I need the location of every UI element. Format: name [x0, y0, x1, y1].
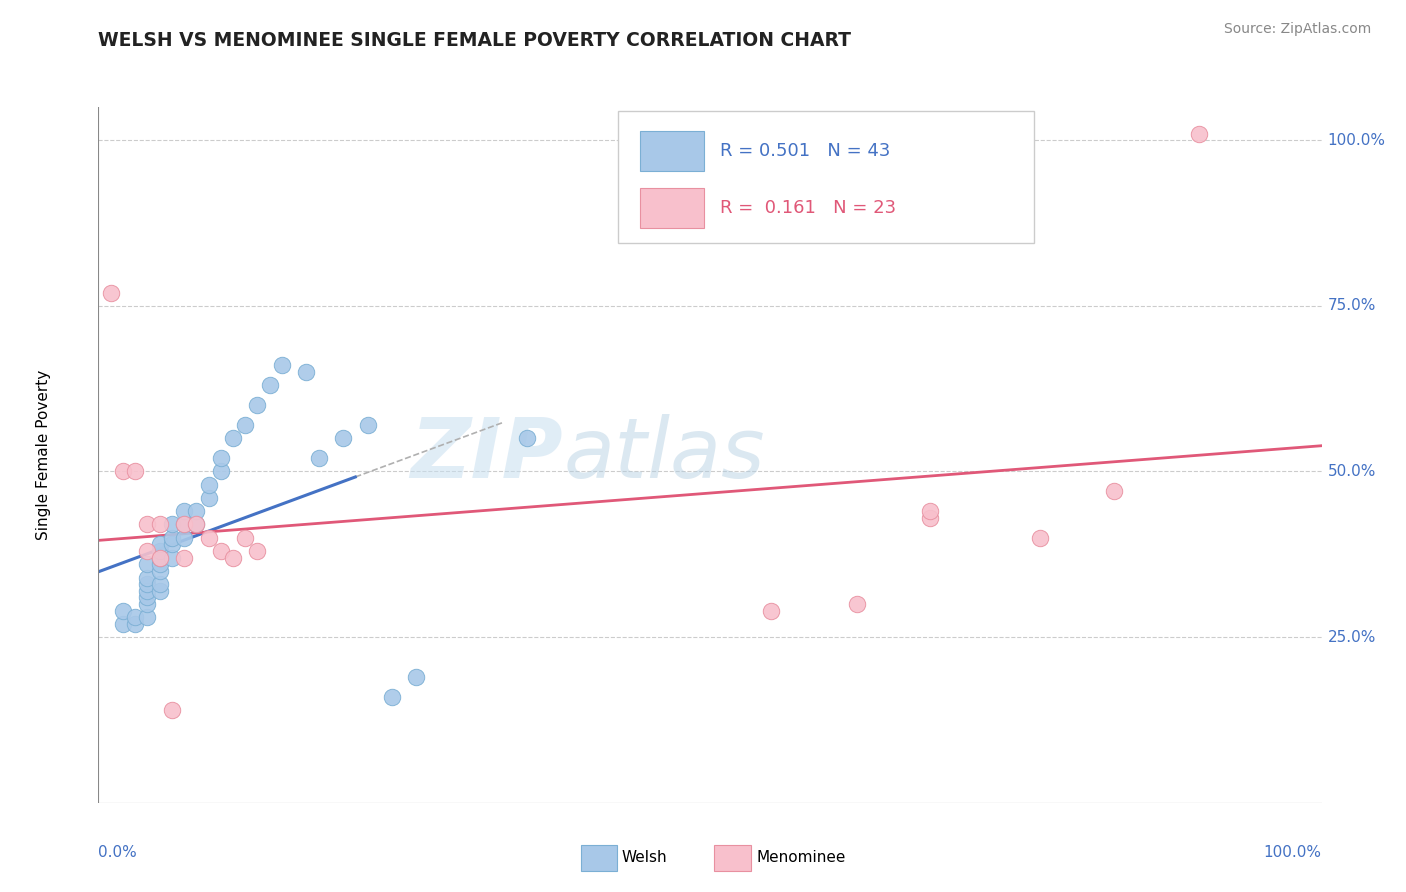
Text: Welsh: Welsh: [621, 850, 666, 864]
Point: [197, 531, 219, 545]
Point: [222, 550, 245, 565]
Point: [515, 431, 537, 445]
Point: [1188, 127, 1211, 141]
Point: [197, 477, 219, 491]
Text: 50.0%: 50.0%: [1327, 464, 1376, 479]
Point: [149, 583, 172, 598]
Point: [222, 431, 245, 445]
Point: [136, 517, 159, 532]
Point: [209, 451, 232, 466]
Point: [405, 670, 427, 684]
Point: [111, 465, 134, 479]
Text: Source: ZipAtlas.com: Source: ZipAtlas.com: [1223, 22, 1371, 37]
Point: [246, 398, 269, 412]
Point: [111, 604, 134, 618]
Point: [124, 465, 146, 479]
Point: [136, 558, 159, 572]
Point: [308, 451, 330, 466]
Point: [246, 544, 269, 558]
Point: [233, 531, 256, 545]
Text: 75.0%: 75.0%: [1327, 298, 1376, 313]
Point: [136, 591, 159, 605]
Text: 0.0%: 0.0%: [98, 845, 138, 860]
Point: [173, 550, 195, 565]
Point: [149, 517, 172, 532]
Point: [1029, 531, 1052, 545]
Point: [920, 504, 942, 518]
Point: [845, 597, 868, 611]
Point: [761, 604, 783, 618]
Point: [111, 616, 134, 631]
Point: [259, 378, 281, 392]
Point: [149, 550, 172, 565]
Point: [160, 537, 183, 551]
Point: [160, 531, 183, 545]
FancyBboxPatch shape: [640, 131, 704, 171]
Point: [295, 365, 318, 379]
Point: [136, 610, 159, 624]
Point: [149, 544, 172, 558]
Point: [1102, 484, 1125, 499]
Point: [149, 537, 172, 551]
Point: [136, 583, 159, 598]
Point: [124, 610, 146, 624]
Text: R = 0.501   N = 43: R = 0.501 N = 43: [720, 142, 890, 160]
Point: [173, 517, 195, 532]
Text: 100.0%: 100.0%: [1264, 845, 1322, 860]
Point: [186, 517, 208, 532]
Point: [173, 517, 195, 532]
Point: [270, 359, 294, 373]
Point: [920, 511, 942, 525]
Point: [173, 504, 195, 518]
Point: [381, 690, 404, 704]
Point: [100, 285, 122, 300]
Point: [160, 703, 183, 717]
Point: [332, 431, 354, 445]
Point: [149, 550, 172, 565]
Text: atlas: atlas: [564, 415, 765, 495]
Point: [149, 577, 172, 591]
Point: [124, 616, 146, 631]
Text: Menominee: Menominee: [756, 850, 846, 864]
Point: [136, 544, 159, 558]
Point: [136, 577, 159, 591]
Point: [233, 418, 256, 433]
Point: [160, 517, 183, 532]
Point: [209, 465, 232, 479]
Text: WELSH VS MENOMINEE SINGLE FEMALE POVERTY CORRELATION CHART: WELSH VS MENOMINEE SINGLE FEMALE POVERTY…: [98, 31, 852, 50]
Point: [209, 544, 232, 558]
Text: R =  0.161   N = 23: R = 0.161 N = 23: [720, 199, 896, 217]
Point: [186, 504, 208, 518]
Point: [173, 531, 195, 545]
Text: 100.0%: 100.0%: [1327, 133, 1386, 148]
Point: [197, 491, 219, 505]
Text: 25.0%: 25.0%: [1327, 630, 1376, 645]
Point: [356, 418, 378, 433]
Point: [186, 517, 208, 532]
Point: [136, 570, 159, 584]
Point: [149, 558, 172, 572]
Point: [136, 597, 159, 611]
Point: [160, 550, 183, 565]
Text: ZIP: ZIP: [411, 415, 564, 495]
Point: [149, 564, 172, 578]
Text: Single Female Poverty: Single Female Poverty: [37, 370, 51, 540]
FancyBboxPatch shape: [640, 187, 704, 228]
FancyBboxPatch shape: [619, 111, 1035, 243]
